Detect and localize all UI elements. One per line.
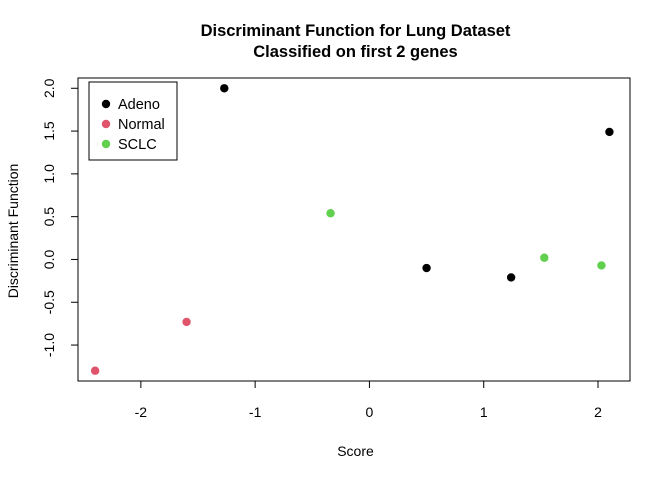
point-sclc: [326, 209, 335, 218]
y-tick-label: 0.0: [41, 250, 57, 270]
x-tick-label: -1: [249, 404, 262, 420]
legend: Adeno Normal SCLC: [88, 81, 178, 161]
x-tick-label: 2: [594, 404, 602, 420]
y-tick-label: 2.0: [41, 78, 57, 98]
point-sclc: [540, 253, 549, 262]
point-adeno: [422, 263, 431, 273]
x-axis-label: Score: [337, 443, 374, 459]
point-adeno: [506, 273, 516, 282]
point-adeno: [605, 127, 614, 137]
y-tick-label: 0.5: [41, 207, 57, 227]
data-points: [90, 84, 614, 375]
point-adeno: [220, 84, 229, 93]
y-tick-label: -1.0: [41, 333, 57, 357]
y-tick-label: -0.5: [41, 290, 57, 314]
point-normal: [90, 366, 100, 375]
x-axis: -2 -1 0 1 2: [135, 380, 602, 420]
legend-marker-adeno: [101, 99, 111, 109]
x-tick-label: 0: [366, 404, 374, 420]
legend-marker-sclc: [101, 139, 111, 149]
legend-label-adeno: Adeno: [118, 97, 160, 113]
y-axis-label: Discriminant Function: [5, 164, 21, 299]
x-tick-label: 1: [480, 404, 488, 420]
legend-label-normal: Normal: [118, 117, 165, 133]
point-sclc: [597, 261, 606, 270]
x-tick-label: -2: [135, 404, 148, 420]
y-axis: -1.0 -0.5 0.0 0.5 1.0 1.5 2.0: [41, 78, 79, 357]
chart-subtitle: Classified on first 2 genes: [253, 43, 457, 61]
y-tick-label: 1.5: [41, 121, 57, 141]
legend-marker-normal: [101, 119, 111, 129]
y-tick-label: 1.0: [41, 164, 57, 184]
chart-title: Discriminant Function for Lung Dataset: [201, 22, 511, 40]
point-normal: [182, 317, 191, 327]
legend-label-sclc: SCLC: [118, 137, 157, 153]
